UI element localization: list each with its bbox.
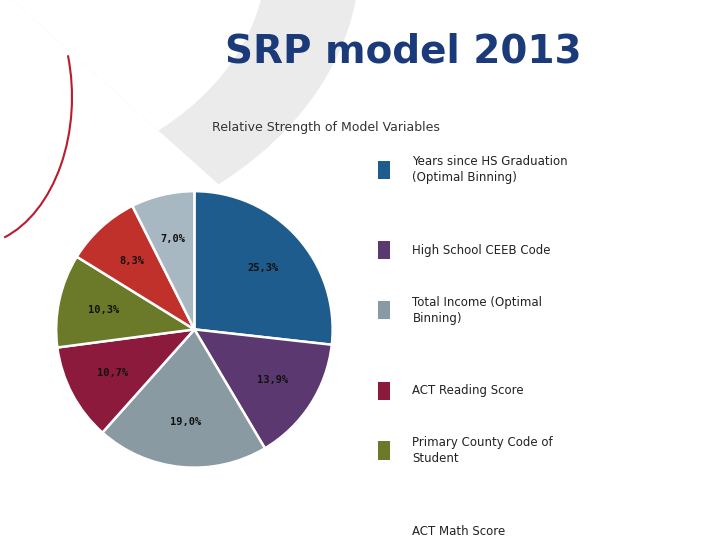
Wedge shape xyxy=(58,329,194,433)
Text: High School CEEB Code: High School CEEB Code xyxy=(413,244,551,257)
Text: 7,0%: 7,0% xyxy=(161,234,186,244)
Text: Total Income (Optimal
Binning): Total Income (Optimal Binning) xyxy=(413,295,542,325)
Text: SRP model 2013: SRP model 2013 xyxy=(225,32,582,70)
Text: Years since HS Graduation
(Optimal Binning): Years since HS Graduation (Optimal Binni… xyxy=(413,155,568,184)
Text: 8,3%: 8,3% xyxy=(120,256,144,266)
Bar xyxy=(378,160,390,179)
Wedge shape xyxy=(132,191,194,329)
Text: 10,7%: 10,7% xyxy=(97,368,128,378)
Bar xyxy=(378,301,390,319)
Text: 10,3%: 10,3% xyxy=(89,305,120,315)
Wedge shape xyxy=(194,329,332,448)
Text: Relative Strength of Model Variables: Relative Strength of Model Variables xyxy=(212,122,440,134)
Wedge shape xyxy=(56,256,194,348)
Text: ACT Reading Score: ACT Reading Score xyxy=(413,384,524,397)
Text: 13,9%: 13,9% xyxy=(256,375,288,384)
Bar xyxy=(378,241,390,260)
Text: 25,3%: 25,3% xyxy=(248,262,279,273)
Text: ACT Math Score: ACT Math Score xyxy=(413,525,505,538)
Bar xyxy=(378,522,390,540)
Wedge shape xyxy=(77,206,194,329)
Bar xyxy=(378,441,390,460)
Bar xyxy=(378,382,390,400)
Wedge shape xyxy=(102,329,265,468)
Text: Primary County Code of
Student: Primary County Code of Student xyxy=(413,436,553,465)
Wedge shape xyxy=(194,191,333,345)
Text: 19,0%: 19,0% xyxy=(170,416,201,427)
